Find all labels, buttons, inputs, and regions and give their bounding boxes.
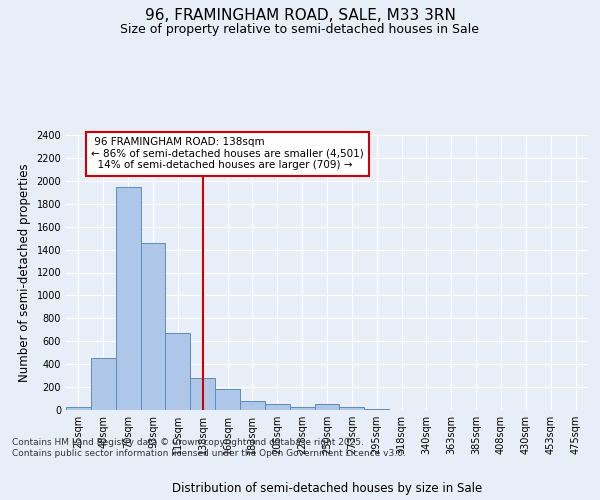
- Bar: [166, 333, 190, 410]
- Text: 96, FRAMINGHAM ROAD, SALE, M33 3RN: 96, FRAMINGHAM ROAD, SALE, M33 3RN: [145, 8, 455, 22]
- Bar: [290, 406, 314, 410]
- Text: Distribution of semi-detached houses by size in Sale: Distribution of semi-detached houses by …: [172, 482, 482, 495]
- Bar: [190, 378, 215, 410]
- Bar: [240, 402, 265, 410]
- Bar: [66, 407, 91, 410]
- Y-axis label: Number of semi-detached properties: Number of semi-detached properties: [18, 163, 31, 382]
- Bar: [364, 409, 389, 410]
- Bar: [215, 389, 240, 410]
- Text: Contains HM Land Registry data © Crown copyright and database right 2025.
Contai: Contains HM Land Registry data © Crown c…: [12, 438, 406, 458]
- Text: 96 FRAMINGHAM ROAD: 138sqm
← 86% of semi-detached houses are smaller (4,501)
  1: 96 FRAMINGHAM ROAD: 138sqm ← 86% of semi…: [91, 138, 364, 170]
- Text: Size of property relative to semi-detached houses in Sale: Size of property relative to semi-detach…: [121, 22, 479, 36]
- Bar: [91, 358, 116, 410]
- Bar: [340, 407, 364, 410]
- Bar: [116, 186, 140, 410]
- Bar: [265, 404, 290, 410]
- Bar: [140, 244, 166, 410]
- Bar: [314, 404, 340, 410]
